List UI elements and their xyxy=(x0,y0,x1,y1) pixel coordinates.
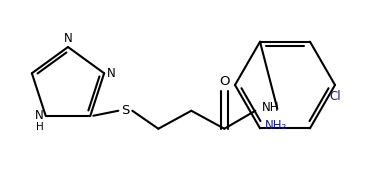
Text: Cl: Cl xyxy=(329,90,341,103)
Text: S: S xyxy=(121,104,129,117)
Text: NH₂: NH₂ xyxy=(265,119,287,132)
Text: N: N xyxy=(35,109,44,122)
Text: O: O xyxy=(219,75,230,88)
Text: N: N xyxy=(64,32,73,45)
Text: NH: NH xyxy=(262,101,280,114)
Text: N: N xyxy=(107,67,116,80)
Text: H: H xyxy=(36,122,44,132)
